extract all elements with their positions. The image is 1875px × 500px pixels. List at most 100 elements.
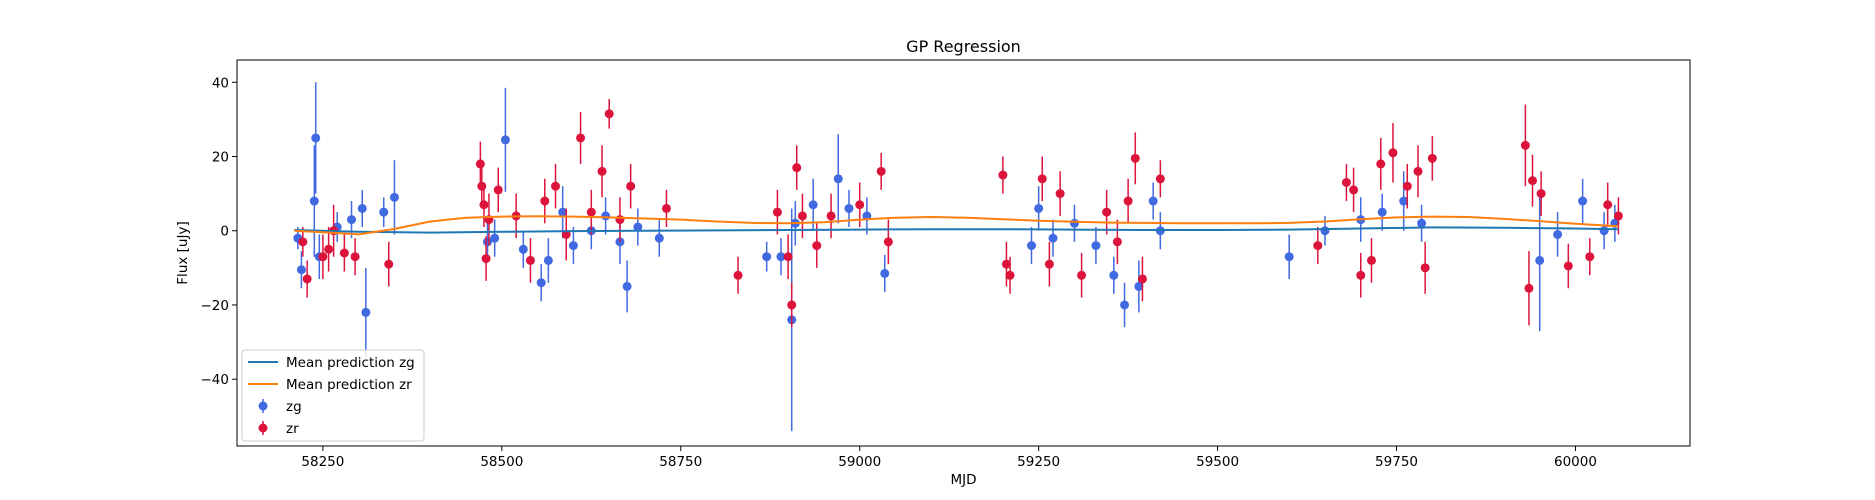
y-tick-label: −40 — [201, 372, 230, 388]
zr-point — [812, 241, 822, 251]
zg-point — [776, 252, 786, 262]
zr-point — [772, 207, 782, 217]
zg-point — [1091, 241, 1101, 251]
zg-point — [1535, 255, 1545, 265]
zg-point — [518, 244, 528, 254]
zg-point — [536, 278, 546, 288]
zr-point — [1356, 270, 1366, 280]
zr-point — [1376, 159, 1386, 169]
y-axis-ticks: −40 −20 0 20 40 — [201, 75, 237, 388]
zr-point — [1366, 255, 1376, 265]
zr-point — [475, 159, 485, 169]
zg-point — [543, 255, 553, 265]
plot-area — [293, 82, 1623, 432]
zg-point — [500, 135, 510, 145]
zg-point — [1399, 196, 1409, 206]
x-axis-title: MJD — [950, 472, 976, 488]
zr-point — [597, 166, 607, 176]
zr-point — [479, 200, 489, 210]
zg-point — [357, 203, 367, 213]
zg-point — [347, 215, 357, 225]
zr-point — [298, 237, 308, 247]
x-tick-label: 60000 — [1554, 454, 1597, 470]
zr-point — [540, 196, 550, 206]
zg-point — [361, 307, 371, 317]
x-tick-label: 59500 — [1196, 454, 1239, 470]
zg-point — [633, 222, 643, 232]
zr-point — [783, 252, 793, 262]
zr-point — [787, 300, 797, 310]
zg-point — [1026, 241, 1036, 251]
zr-point — [1349, 185, 1359, 195]
zg-point — [309, 196, 319, 206]
zg-point — [483, 237, 493, 247]
zr-point — [1155, 174, 1165, 184]
zr-point — [1055, 189, 1065, 199]
zr-point — [302, 274, 312, 284]
zr-point — [615, 215, 625, 225]
zg-point — [568, 241, 578, 251]
zr-point — [481, 254, 491, 264]
zg-point — [808, 200, 818, 210]
zr-point — [1077, 270, 1087, 280]
zr-point — [493, 185, 503, 195]
zr-point — [1603, 200, 1613, 210]
legend-swatch-zr-marker — [258, 423, 268, 433]
zr-point — [998, 170, 1008, 180]
y-tick-label: −20 — [201, 298, 230, 314]
series-zr-points — [298, 98, 1623, 328]
x-tick-label: 59000 — [838, 454, 881, 470]
zr-point — [318, 252, 328, 262]
zr-point — [604, 109, 614, 119]
y-tick-label: 0 — [220, 224, 229, 240]
legend-label-zg-points: zg — [286, 399, 302, 415]
x-tick-label: 58750 — [659, 454, 702, 470]
zg-point — [1599, 226, 1609, 236]
zr-point — [324, 244, 334, 254]
zr-point — [1341, 177, 1351, 187]
zr-point — [350, 252, 360, 262]
zg-point — [762, 252, 772, 262]
zr-point — [561, 229, 571, 239]
zr-point — [1536, 189, 1546, 199]
zr-point — [1528, 176, 1538, 186]
zr-point — [626, 181, 636, 191]
zr-point — [586, 207, 596, 217]
zg-point — [1417, 218, 1427, 228]
legend-label-zr-line: Mean prediction zr — [286, 377, 412, 393]
zr-point — [1037, 174, 1047, 184]
y-axis-title: Flux [uJy] — [175, 221, 191, 284]
zr-point — [1413, 166, 1423, 176]
zg-point — [833, 174, 843, 184]
zg-point — [601, 211, 611, 221]
zr-point — [1005, 270, 1015, 280]
zr-point — [1520, 140, 1530, 150]
zr-point — [826, 211, 836, 221]
legend: Mean prediction zg Mean prediction zr zg… — [241, 349, 425, 442]
zg-point — [1048, 233, 1058, 243]
zr-point — [1563, 261, 1573, 271]
chart-title: GP Regression — [906, 37, 1021, 56]
zr-point — [1044, 259, 1054, 269]
zr-point — [477, 181, 487, 191]
zg-point — [1069, 218, 1079, 228]
zr-point — [855, 200, 865, 210]
legend-label-zg-line: Mean prediction zg — [286, 355, 415, 371]
zg-point — [1134, 281, 1144, 291]
zg-point — [1377, 207, 1387, 217]
legend-swatch-zg-marker — [258, 401, 268, 411]
zr-point — [1130, 153, 1140, 163]
zr-point — [1137, 274, 1147, 284]
zg-point — [1320, 226, 1330, 236]
series-mean-prediction-zg-line — [294, 226, 1619, 234]
zg-point — [490, 233, 500, 243]
zr-point — [1427, 153, 1437, 163]
legend-label-zr-points: zr — [286, 421, 299, 437]
zr-point — [792, 163, 802, 173]
zr-point — [1388, 148, 1398, 158]
zr-point — [1613, 211, 1623, 221]
zr-point — [339, 248, 349, 258]
zr-point — [1123, 196, 1133, 206]
zr-point — [384, 259, 394, 269]
